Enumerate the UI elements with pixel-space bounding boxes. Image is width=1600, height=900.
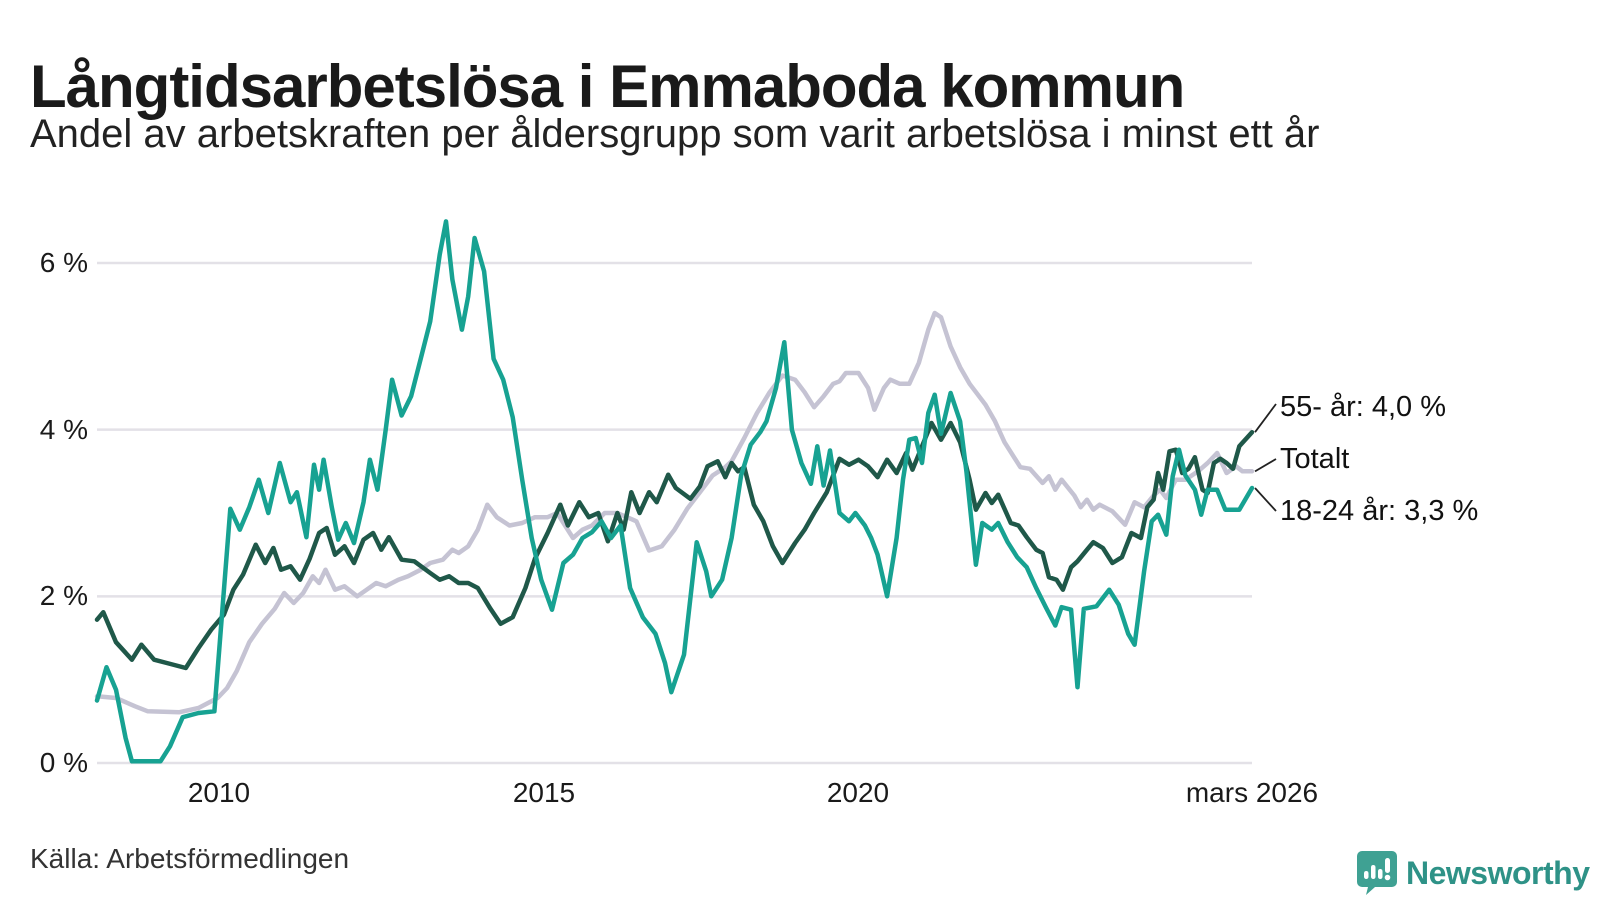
leader-55- år <box>1254 403 1277 433</box>
y-tick-0: 0 % <box>39 747 88 778</box>
source-note: Källa: Arbetsförmedlingen <box>30 843 350 874</box>
x-tick-mars-2026: mars 2026 <box>1185 777 1319 808</box>
series-label-totalt: Totalt <box>1280 443 1350 475</box>
series-line-18-24 år <box>94 219 1255 764</box>
newsworthy-logo-icon <box>1357 851 1397 895</box>
leader-18-24 år <box>1254 487 1277 512</box>
series-line-Totalt <box>94 310 1255 715</box>
y-tick-6: 6 % <box>39 247 88 278</box>
leader-Totalt <box>1254 458 1277 473</box>
newsworthy-logo-text: Newsworthy <box>1406 854 1590 891</box>
series-label-55: 55- år: 4,0 % <box>1280 391 1447 423</box>
page-title: Långtidsarbetslösa i Emmaboda kommun <box>30 53 1185 121</box>
x-tick-2015: 2015 <box>512 777 576 808</box>
y-tick-2: 2 % <box>39 580 88 611</box>
y-tick-4: 4 % <box>39 414 88 445</box>
chart-subtitle: Andel av arbetskraften per åldersgrupp s… <box>30 112 1320 156</box>
series-label-18-24: 18-24 år: 3,3 % <box>1280 495 1479 527</box>
newsworthy-logo: Newsworthy <box>1356 850 1590 896</box>
x-tick-2010: 2010 <box>187 777 251 808</box>
series-line-55- år <box>94 420 1255 671</box>
x-tick-2020: 2020 <box>826 777 890 808</box>
